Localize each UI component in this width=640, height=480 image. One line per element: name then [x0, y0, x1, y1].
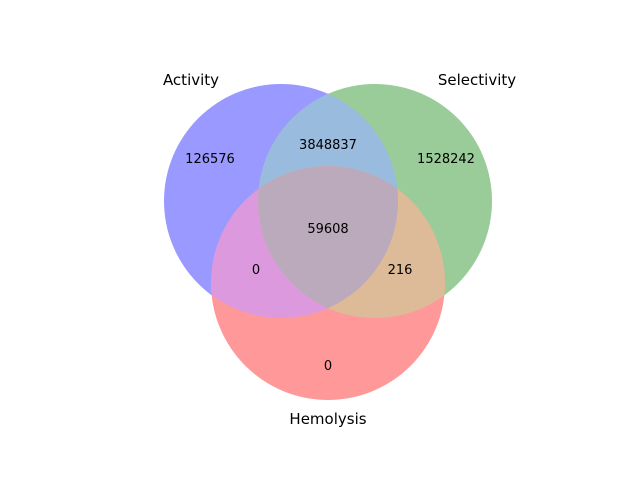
selectivity-hemolysis-count: 216	[388, 263, 413, 278]
activity-label: Activity	[163, 71, 219, 89]
all-three-count: 59608	[307, 222, 348, 237]
hemolysis-label: Hemolysis	[289, 410, 366, 428]
activity-hemolysis-count: 0	[252, 263, 260, 278]
activity-only-count: 126576	[185, 152, 235, 167]
activity-selectivity-count: 3848837	[299, 138, 357, 153]
all-three-overlap	[258, 166, 398, 318]
selectivity-only-count: 1528242	[417, 152, 475, 167]
hemolysis-only-count: 0	[324, 359, 332, 374]
selectivity-label: Selectivity	[438, 71, 516, 89]
